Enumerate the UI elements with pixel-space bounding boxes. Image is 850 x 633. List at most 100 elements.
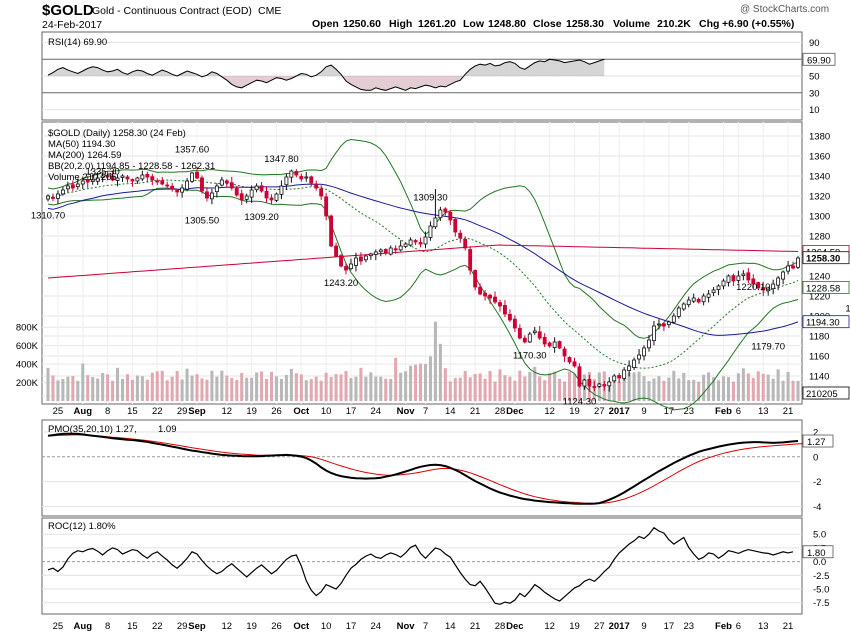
volume-tick-label: 600K — [16, 341, 39, 352]
rsi-fill — [415, 76, 421, 89]
volume-bar — [761, 373, 765, 401]
rsi-fill — [410, 76, 416, 89]
volume-bar — [130, 379, 134, 401]
candle-body — [180, 187, 185, 193]
roc-tick-label: -5.0 — [813, 585, 829, 596]
candle-body — [105, 174, 110, 178]
volume-bar — [284, 374, 288, 401]
candle-body — [229, 182, 234, 189]
x-tick-label: 2017 — [609, 406, 630, 417]
rsi-fill — [331, 65, 337, 76]
candle-body — [145, 173, 150, 178]
candle-body — [478, 286, 483, 295]
close-label: Close — [533, 18, 562, 30]
rsi-tick-label: 90 — [809, 38, 820, 49]
x-tick-label: 8 — [105, 406, 110, 417]
volume-bar — [235, 379, 239, 401]
candle-body — [413, 240, 418, 243]
price-value-tag — [802, 386, 850, 400]
x-tick-label: 17 — [664, 406, 675, 417]
price-tick-label: 1140 — [809, 372, 829, 383]
candle-body — [577, 366, 582, 387]
ma200-legend: MA(200) 1264.59 — [48, 150, 121, 161]
volume-bar — [329, 377, 333, 401]
volume-bar — [637, 371, 641, 401]
volume-bar — [692, 379, 696, 401]
pmo-value-tag-text: 1.27 — [807, 437, 826, 448]
x-tick-label: 21 — [470, 621, 481, 632]
rsi-value-tag-text: 69.90 — [807, 55, 831, 66]
candle-body — [224, 180, 229, 184]
rsi-fill — [564, 61, 570, 76]
volume-bar — [299, 374, 303, 401]
rsi-fill — [157, 70, 163, 76]
x-tick-label: 12 — [222, 621, 233, 632]
rsi-fill — [579, 60, 585, 76]
volume-bar — [349, 378, 353, 401]
price-value-tag — [802, 251, 850, 265]
volume-bar — [488, 371, 492, 401]
volume-bar — [111, 380, 115, 401]
x-tick-label: Feb — [715, 621, 732, 632]
candle-body — [234, 188, 239, 196]
x-tick-label: Aug — [74, 406, 93, 417]
pmo-legend-label: PMO(35,20,10) 1.27, — [48, 424, 137, 435]
candle-body — [85, 179, 90, 183]
candle-body — [498, 302, 502, 307]
rsi-fill — [365, 76, 371, 91]
volume-bar — [721, 376, 726, 401]
x-tick-label: 19 — [246, 406, 257, 417]
price-annotation: 1335.30 — [85, 167, 119, 178]
x-tick-label: 13 — [758, 406, 769, 417]
chart-description: Gold - Continuous Contract (EOD) — [92, 5, 252, 17]
rsi-fill — [226, 76, 232, 85]
rsi-fill — [485, 63, 491, 76]
x-tick-label: Sep — [188, 406, 206, 417]
x-tick-label: 23 — [683, 621, 694, 632]
symbol-title: $GOLD — [42, 2, 94, 19]
price-value-tag-text: 1194.30 — [806, 318, 840, 329]
volume-bar — [463, 370, 467, 401]
candle-body — [483, 292, 488, 297]
candle-body — [299, 175, 304, 180]
rsi-fill — [211, 71, 217, 76]
candle-body — [46, 195, 50, 200]
volume-bar — [404, 371, 408, 401]
x-tick-label: 9 — [641, 406, 646, 417]
price-tick-label: 1360 — [809, 152, 830, 163]
candle-body — [368, 253, 373, 257]
x-tick-label: 6 — [736, 406, 741, 417]
candle-body — [160, 180, 165, 185]
candle-body — [319, 188, 324, 197]
candle-body — [393, 248, 398, 251]
candle-body — [661, 323, 666, 327]
candle-body — [130, 179, 135, 182]
candle-body — [289, 170, 294, 178]
candle-body — [314, 183, 319, 189]
rsi-fill — [231, 76, 237, 87]
roc-panel — [41, 517, 803, 615]
candle-body — [244, 195, 249, 200]
volume-bar — [354, 376, 358, 401]
candle-body — [309, 176, 314, 184]
candle-body — [567, 357, 572, 363]
bb-legend: BB(20,2.0) 1194.85 - 1228.58 - 1262.31 — [48, 161, 215, 172]
x-tick-label: 17 — [346, 621, 357, 632]
volume-bar — [458, 377, 462, 401]
candle-body — [666, 321, 671, 325]
candle-body — [612, 375, 617, 382]
volume-bar — [572, 373, 577, 401]
volume-bar — [309, 379, 313, 401]
rsi-fill — [241, 76, 247, 88]
price-tick-label: 1280 — [809, 232, 830, 243]
volume-bar — [548, 372, 552, 401]
candle-body — [453, 219, 458, 233]
volume-bar — [170, 376, 174, 401]
volume-bar — [150, 372, 154, 401]
rsi-fill — [281, 76, 287, 81]
candle-body — [706, 293, 711, 298]
x-tick-label: 27 — [594, 621, 605, 632]
price-value-tag — [802, 281, 850, 294]
candle-body — [761, 287, 766, 291]
x-tick-label: 13 — [758, 621, 769, 632]
